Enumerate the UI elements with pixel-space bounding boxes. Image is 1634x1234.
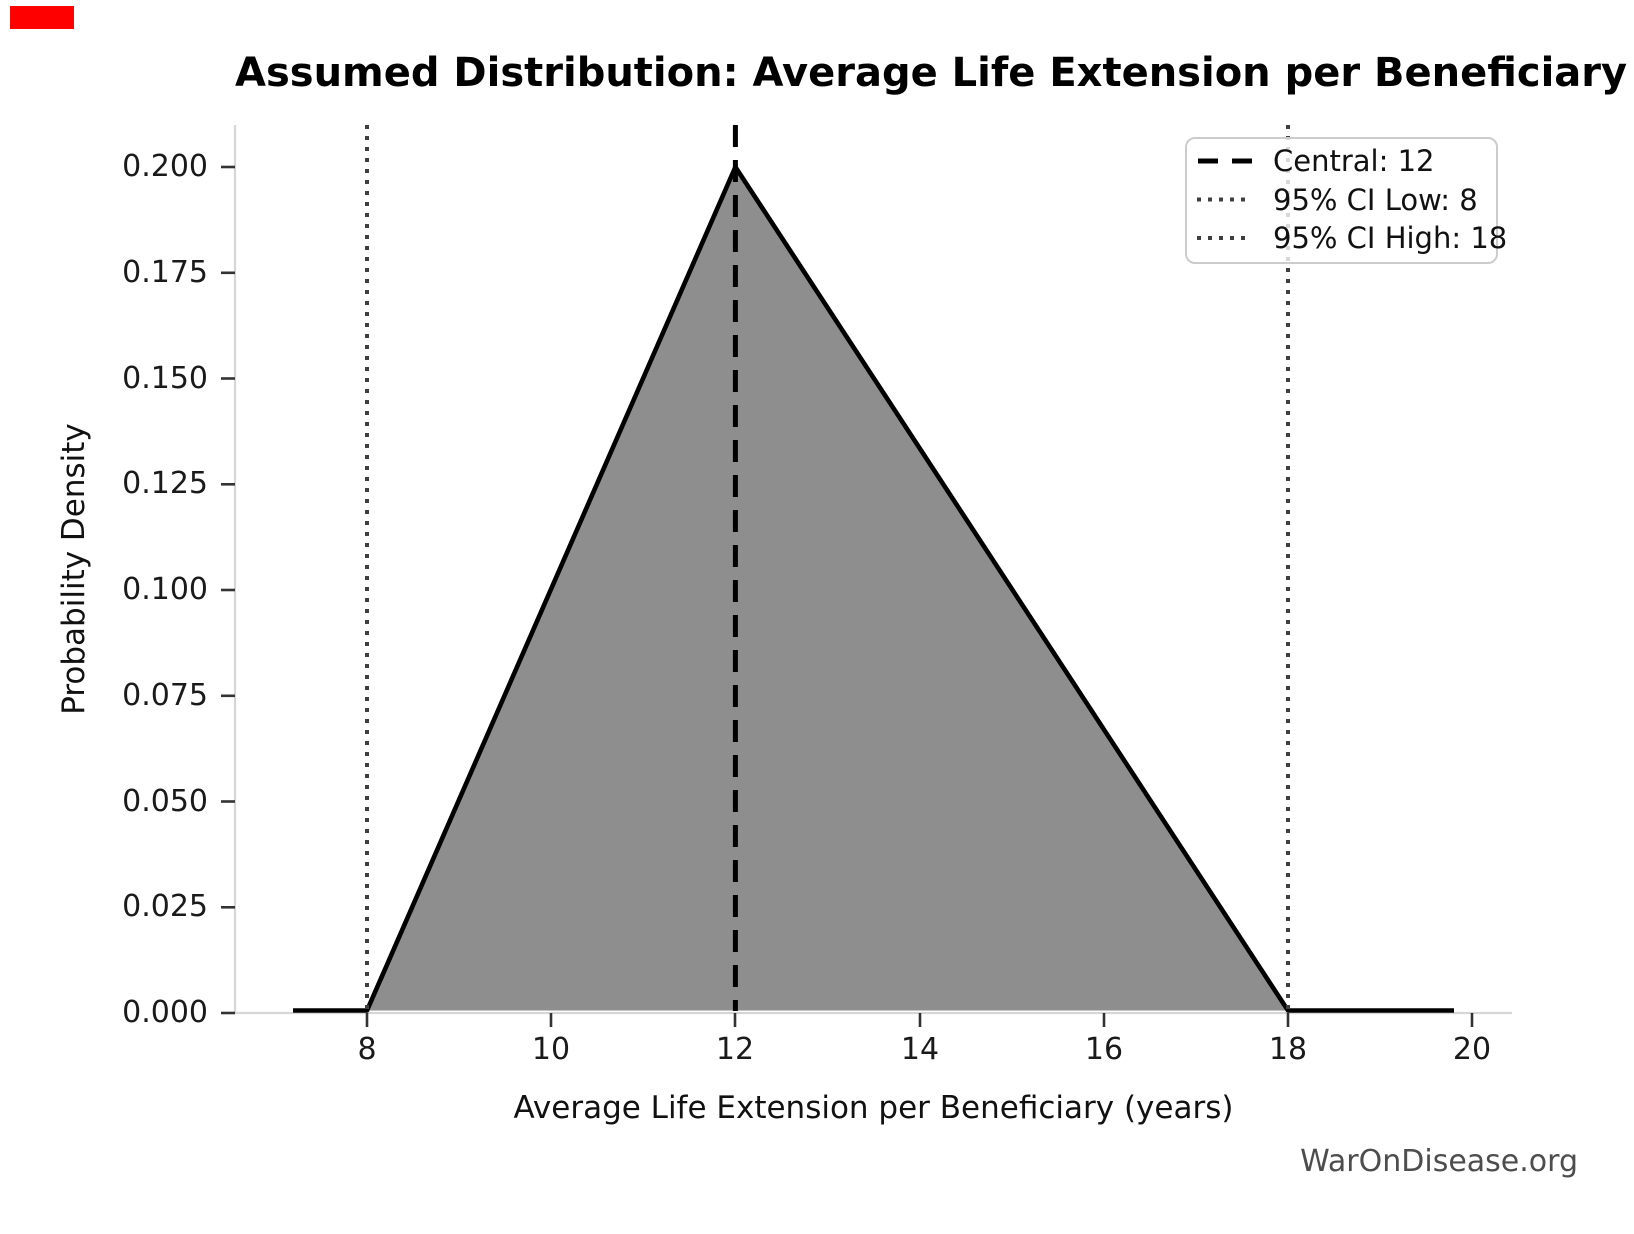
legend-entry-central: Central: 12 (1273, 144, 1435, 178)
x-tick-marks (365, 1013, 1474, 1027)
red-annotation-box (10, 6, 74, 29)
xtick-12: 12 (715, 1032, 755, 1067)
ytick-0025: 0.025 (122, 889, 208, 925)
ytick-0050: 0.050 (122, 783, 208, 819)
xtick-18: 18 (1268, 1032, 1308, 1067)
xtick-20: 20 (1452, 1032, 1492, 1067)
legend-box (1185, 137, 1498, 264)
ytick-0150: 0.150 (122, 360, 208, 396)
ytick-0175: 0.175 (122, 254, 208, 290)
chart-title: Assumed Distribution: Average Life Exten… (235, 50, 1628, 96)
triangle-distribution-fill (367, 167, 1288, 1011)
ytick-0075: 0.075 (122, 677, 208, 713)
x-axis-label: Average Life Extension per Beneficiary (… (513, 1090, 1234, 1126)
ytick-0000: 0.000 (122, 994, 208, 1030)
ytick-0100: 0.100 (122, 571, 208, 607)
legend-entry-ci-high: 95% CI High: 18 (1273, 221, 1508, 255)
xtick-10: 10 (531, 1032, 571, 1067)
y-tick-marks (221, 165, 235, 1015)
watermark-text: WarOnDisease.org (1300, 1144, 1578, 1179)
ytick-0200: 0.200 (122, 148, 208, 184)
ytick-0125: 0.125 (122, 466, 208, 502)
legend-entry-ci-low: 95% CI Low: 8 (1273, 182, 1478, 217)
y-axis-label: Probability Density (56, 423, 92, 715)
xtick-8: 8 (357, 1032, 377, 1067)
xtick-14: 14 (900, 1032, 940, 1067)
xtick-16: 16 (1084, 1032, 1124, 1067)
